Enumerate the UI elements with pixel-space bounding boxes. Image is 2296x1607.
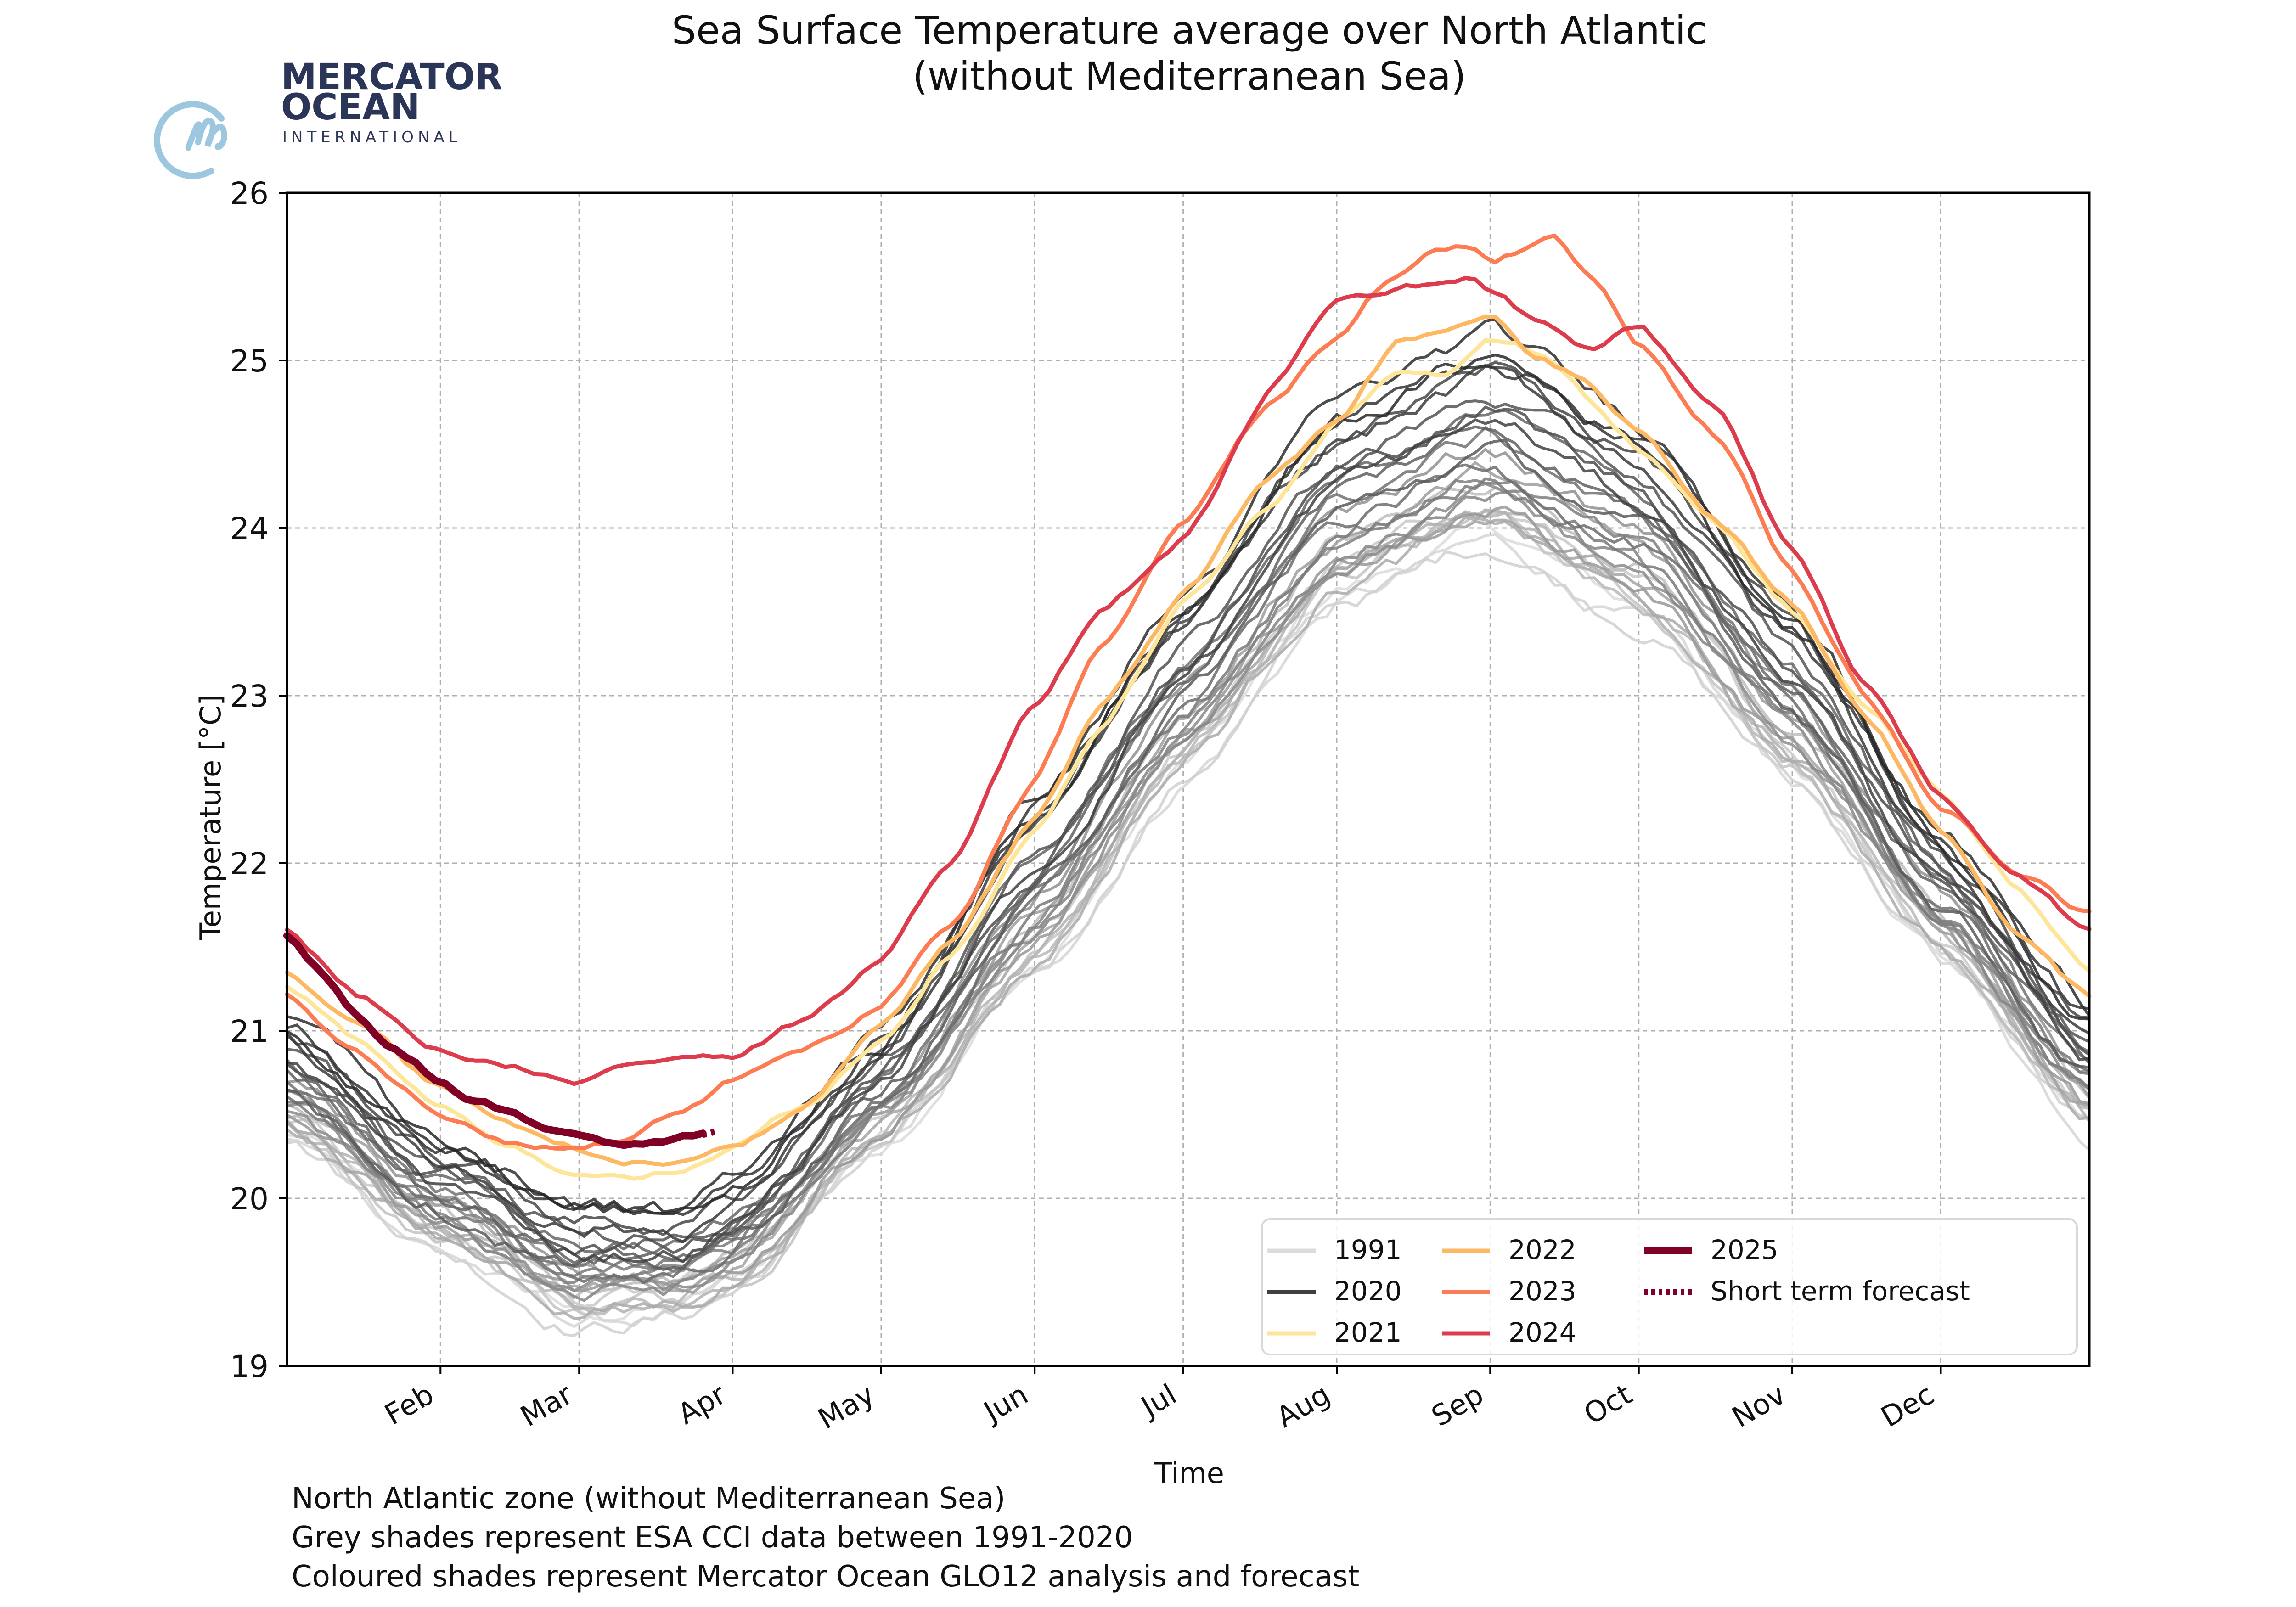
y-tick-label: 24 <box>230 511 269 546</box>
legend-box <box>1261 1218 2078 1355</box>
climatology-line <box>287 510 2090 1315</box>
series-line-2021 <box>285 338 2092 1181</box>
logo-line2: OCEAN <box>281 87 420 128</box>
climatology-line <box>287 482 2091 1292</box>
y-tick-label: 26 <box>230 176 269 211</box>
climatology-line <box>287 477 2090 1278</box>
legend-item-2023: 2023 <box>1442 1275 1576 1307</box>
mercator-m-circle-icon <box>153 101 227 180</box>
climatology-line <box>286 405 2090 1257</box>
climatology-line <box>286 409 2090 1255</box>
footnote-2: Grey shades represent ESA CCI data betwe… <box>292 1521 1133 1555</box>
logo-line1: MERCATOR <box>281 56 502 98</box>
legend-item-2020: 2020 <box>1267 1275 1402 1307</box>
x-tick-label: Aug <box>1271 1377 1335 1434</box>
y-tick-label: 21 <box>230 1014 269 1049</box>
climatology-line <box>287 318 2091 1215</box>
legend-item-1991: 1991 <box>1267 1234 1402 1265</box>
climatology-line <box>287 533 2091 1328</box>
x-axis-ticks: Feb Mar Apr May Jun Jul Aug Sep Oct Nov Dec <box>379 1366 1942 1436</box>
climatology-line <box>286 426 2090 1270</box>
climatology-line <box>287 448 2090 1285</box>
footnote-1: North Atlantic zone (without Mediterrane… <box>292 1482 1005 1516</box>
climatology-line <box>287 489 2090 1302</box>
mercator-logo: MERCATOR OCEAN INTERNATIONAL <box>153 56 502 180</box>
climatology-line <box>287 550 2090 1337</box>
legend-item-short-term-forecast: Short term forecast <box>1644 1275 1970 1307</box>
legend-label: 2020 <box>1334 1275 1402 1307</box>
climatology-line <box>286 510 2090 1316</box>
x-tick-label: May <box>812 1377 880 1436</box>
year-lines <box>283 233 2092 1181</box>
legend-label: 2025 <box>1711 1234 1778 1265</box>
legend-label: 2021 <box>1334 1317 1402 1348</box>
x-tick-label: Apr <box>672 1377 732 1431</box>
x-tick-label: Mar <box>515 1377 578 1433</box>
series-line-2025 <box>283 932 707 1149</box>
y-tick-label: 25 <box>230 343 269 379</box>
y-tick-label: 20 <box>230 1181 269 1217</box>
x-tick-label: Oct <box>1578 1377 1638 1431</box>
climatology-line <box>287 418 2090 1264</box>
x-tick-label: Nov <box>1726 1377 1791 1434</box>
legend-label: 2022 <box>1508 1234 1576 1265</box>
climatology-line <box>286 463 2090 1284</box>
climatology-line <box>286 509 2091 1314</box>
chart-title: Sea Surface Temperature average over Nor… <box>672 8 1707 53</box>
y-tick-label: 23 <box>230 679 269 714</box>
x-tick-label: Dec <box>1875 1377 1940 1434</box>
x-axis-label: Time <box>1154 1456 1224 1490</box>
legend-item-2024: 2024 <box>1442 1317 1576 1348</box>
x-tick-label: Jun <box>977 1377 1034 1430</box>
plot-frame <box>286 191 2091 1367</box>
climatology-line <box>286 364 2090 1243</box>
x-tick-label: Jul <box>1134 1377 1182 1425</box>
climatology-line <box>287 508 2090 1308</box>
legend-item-2022: 2022 <box>1442 1234 1576 1265</box>
climatology-lines <box>286 318 2091 1337</box>
legend-item-2021: 2021 <box>1267 1317 1402 1348</box>
climatology-line <box>286 425 2091 1265</box>
legend-label: 1991 <box>1334 1234 1402 1265</box>
x-tick-label: Feb <box>379 1377 439 1432</box>
grid <box>287 193 2089 1366</box>
series-line-short-term-forecast <box>702 1128 719 1138</box>
legend: 1991 2020 2021 2022 2023 2024 2025 Short term f… <box>1261 1218 2078 1355</box>
logo-line3: INTERNATIONAL <box>282 128 461 146</box>
footnote-3: Coloured shades represent Mercator Ocean… <box>292 1560 1359 1594</box>
series-line-2022 <box>285 314 2092 1167</box>
legend-label: 2023 <box>1508 1275 1576 1307</box>
y-tick-label: 22 <box>230 846 269 882</box>
legend-label: 2024 <box>1508 1317 1576 1348</box>
y-tick-label: 19 <box>230 1349 269 1384</box>
x-tick-label: Sep <box>1426 1377 1489 1433</box>
series-line-2023 <box>285 233 2092 1151</box>
climatology-line <box>286 354 2090 1214</box>
climatology-line <box>286 361 2090 1236</box>
y-axis-ticks: 19 20 21 22 23 24 25 26 <box>230 176 287 1384</box>
y-axis-label: Temperature [°C] <box>194 694 227 940</box>
climatology-line <box>286 478 2091 1284</box>
chart-subtitle: (without Mediterranean Sea) <box>912 54 1466 99</box>
legend-item-2025: 2025 <box>1644 1234 1778 1265</box>
series-line-2024 <box>285 275 2092 1086</box>
legend-label: Short term forecast <box>1711 1275 1970 1307</box>
climatology-line <box>286 511 2090 1320</box>
climatology-line <box>287 461 2091 1287</box>
